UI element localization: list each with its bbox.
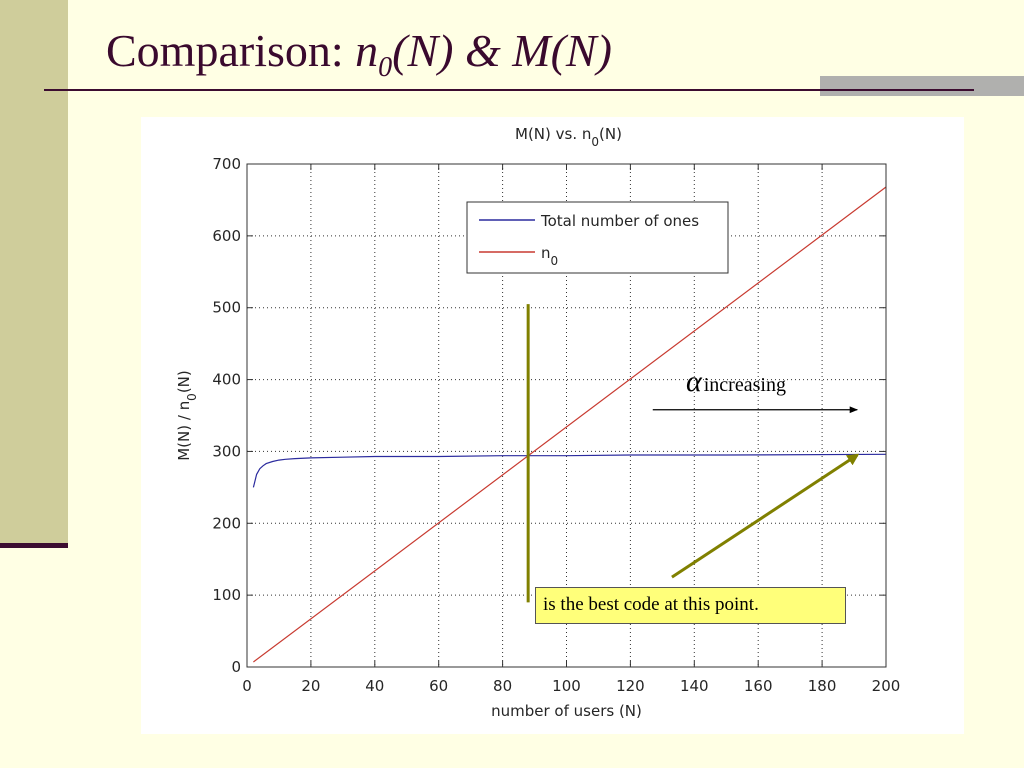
callout-arrow [671,453,860,579]
x-tick-label: 20 [301,677,320,695]
slide-title-math-n: n [355,25,379,76]
x-tick-label: 40 [365,677,384,695]
x-tick-label: 60 [429,677,448,695]
alpha-text: increasing [703,374,786,396]
sidebar-rule [0,543,68,548]
alpha-symbol: α [686,365,702,398]
x-tick-label: 100 [552,677,581,695]
slide-title-math: n0(N) & M(N) [355,25,612,83]
slide-title-math-rest: (N) & M(N) [392,25,612,76]
y-tick-label: 300 [212,442,241,460]
y-tick-label: 600 [212,227,241,245]
x-tick-label: 160 [744,677,773,695]
callout-text: is the best code at this point. [543,594,759,615]
x-axis-label: number of users (N) [491,702,642,720]
x-tick-label: 200 [872,677,901,695]
y-axis-label: M(N) / n0(N) [175,370,199,461]
y-tick-label: 500 [212,299,241,317]
alpha-annotation: α increasing [686,365,786,399]
slide-title-text: Comparison: [106,25,356,76]
chart-figure: 0 20 40 60 80 100 120 140 160 180 200 0 100 200 300 400… [141,117,964,734]
chart-title: M(N) vs. n0(N) [515,125,622,149]
x-tick-label: 180 [808,677,837,695]
sidebar-bar [0,0,68,545]
y-tick-label: 0 [231,658,241,676]
x-tick-label: 80 [493,677,512,695]
x-tick-label: 120 [616,677,645,695]
title-rule [44,89,974,91]
y-tick-label: 700 [212,155,241,173]
legend-label: Total number of ones [540,212,699,230]
callout-box: is the best code at this point. [535,587,846,624]
slide-title: Comparison: n0(N) & M(N) [106,24,612,84]
y-tick-label: 400 [212,371,241,389]
series-line-n0 [253,186,887,663]
series-line-total-ones [252,453,887,488]
legend-box [466,201,729,274]
title-accent-bar [820,76,1024,96]
y-tick-label: 100 [212,586,241,604]
line-chart: 0 20 40 60 80 100 120 140 160 180 200 0 100 200 300 400… [175,125,901,720]
legend-label: n0 [541,244,558,268]
x-tick-label: 140 [680,677,709,695]
plot-frame [246,163,887,668]
x-tick-label: 0 [242,677,252,695]
slide-title-math-sub: 0 [378,52,393,84]
y-tick-label: 200 [212,514,241,532]
